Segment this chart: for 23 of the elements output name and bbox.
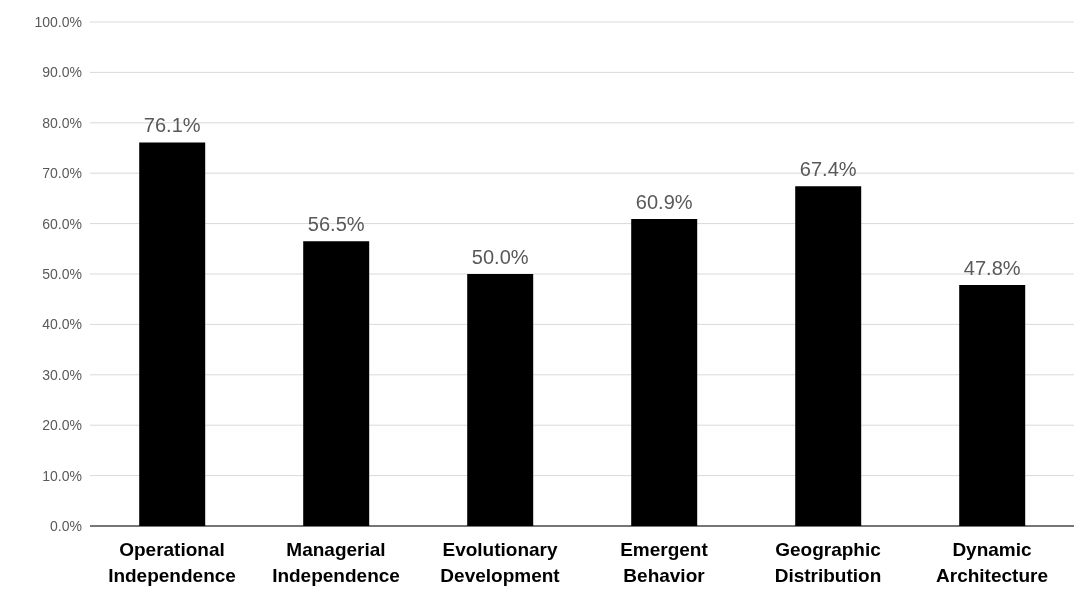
data-label: 67.4% xyxy=(799,158,857,181)
x-tick-label: Dynamic Architecture xyxy=(936,539,1048,586)
y-tick-label: 30.0% xyxy=(42,366,82,383)
data-label: 76.1% xyxy=(143,114,201,137)
data-label: 60.9% xyxy=(635,191,693,214)
y-tick-label: 60.0% xyxy=(42,215,82,232)
data-label: 56.5% xyxy=(307,213,365,236)
y-tick-label: 80.0% xyxy=(42,114,82,131)
y-tick-label: 50.0% xyxy=(42,265,82,282)
data-label: 50.0% xyxy=(471,246,529,268)
data-label: 47.8% xyxy=(963,257,1021,280)
y-tick-label: 10.0% xyxy=(42,467,82,484)
y-tick-label: 20.0% xyxy=(42,417,82,434)
y-tick-label: 100.0% xyxy=(34,13,82,30)
x-tick-label: Evolutionary Development xyxy=(440,539,561,586)
y-tick-label: 90.0% xyxy=(42,64,82,81)
x-tick-label: Managerial Independence xyxy=(272,539,400,586)
x-tick-label: Emergent Behavior xyxy=(620,539,709,586)
y-tick-label: 0.0% xyxy=(50,517,82,534)
y-tick-label: 70.0% xyxy=(42,165,82,182)
x-tick-label: Operational Independence xyxy=(108,539,236,586)
x-tick-label: Geographic Distribution xyxy=(774,539,882,586)
y-tick-label: 40.0% xyxy=(42,316,82,333)
